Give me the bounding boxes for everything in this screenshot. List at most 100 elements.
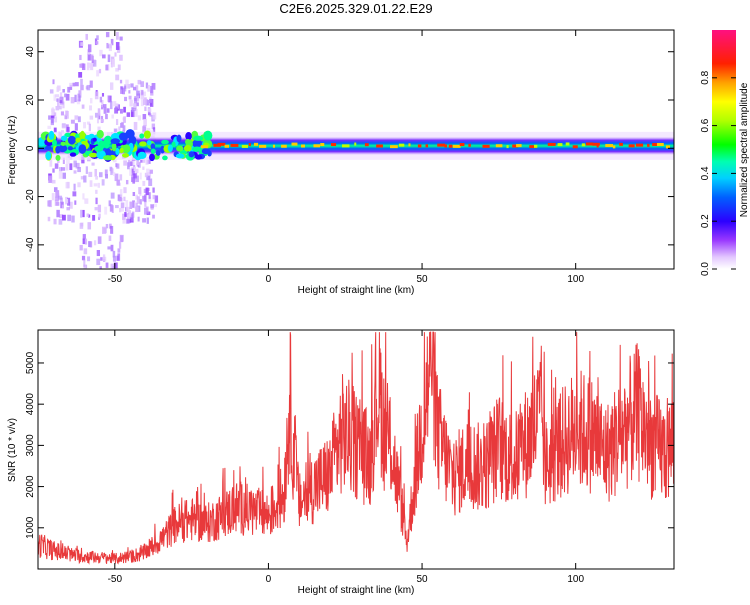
heatmap-cell — [57, 85, 61, 91]
heatmap-cell — [114, 107, 119, 114]
heatmap-cell — [192, 146, 202, 152]
heatmap-cell — [79, 222, 84, 229]
heatmap-cell — [73, 160, 77, 168]
heatmap-cell — [224, 144, 229, 148]
heatmap-cell — [104, 148, 112, 158]
colorbar-tick-label: 0.0 — [700, 262, 711, 276]
heatmap-cell — [83, 248, 88, 255]
heatmap-cell — [68, 201, 73, 209]
heatmap-cell — [58, 167, 62, 172]
heatmap-cell — [115, 103, 119, 110]
heatmap-cell — [62, 157, 65, 164]
heatmap-cell — [83, 259, 86, 267]
heatmap-cell — [125, 200, 129, 208]
heatmap-cell — [139, 133, 145, 139]
heatmap-cell — [113, 172, 116, 177]
heatmap-cell — [76, 99, 80, 105]
heatmap-cell — [119, 54, 123, 61]
heatmap-cell — [121, 153, 130, 158]
heatmap-cell — [635, 143, 644, 147]
heatmap-cell — [116, 163, 120, 169]
heatmap-cell — [129, 168, 133, 176]
heatmap-cell — [127, 214, 131, 220]
heatmap-cell — [152, 112, 157, 120]
heatmap-cell — [142, 113, 147, 120]
heatmap-cell — [572, 145, 578, 149]
heatmap-cell — [67, 197, 71, 206]
heatmap-cell — [65, 164, 69, 171]
heatmap-cell — [437, 143, 446, 147]
heatmap-cell — [136, 90, 140, 98]
x-tick-label: 100 — [567, 274, 584, 285]
heatmap-cell — [150, 204, 155, 209]
x-tick-label: -50 — [108, 274, 123, 285]
x-tick-label: 50 — [416, 274, 428, 285]
heatmap-cell — [119, 208, 122, 213]
heatmap-cell — [81, 104, 85, 109]
heatmap-cell — [49, 158, 53, 167]
heatmap-cell — [133, 172, 138, 179]
heatmap-cell — [557, 143, 563, 147]
heatmap-cell — [122, 213, 126, 220]
spectrogram-heatmap — [38, 32, 674, 269]
heatmap-cell — [116, 179, 120, 186]
heatmap-cell — [150, 143, 156, 150]
heatmap-cell — [112, 250, 116, 258]
y-tick-label: 5000 — [25, 351, 36, 374]
heatmap-cell — [153, 203, 158, 208]
colorbar-tick-label: 0.8 — [700, 70, 711, 84]
heatmap-cell — [116, 255, 119, 261]
heatmap-cell — [201, 148, 210, 155]
colorbar-tick-label: 0.4 — [700, 166, 711, 180]
heatmap-cell — [89, 97, 93, 104]
heatmap-cell — [94, 145, 104, 152]
heatmap-cell — [512, 144, 519, 148]
heatmap-cell — [56, 209, 60, 218]
heatmap-cell — [96, 70, 100, 77]
heatmap-cell — [55, 196, 59, 201]
heatmap-cell — [652, 142, 660, 146]
heatmap-cell — [59, 92, 63, 101]
heatmap-cell — [104, 142, 110, 149]
heatmap-cell — [96, 129, 104, 139]
heatmap-cell — [516, 144, 522, 148]
heatmap-cell — [119, 79, 123, 84]
heatmap-cell — [147, 84, 150, 92]
heatmap-cell — [152, 194, 156, 200]
heatmap-cell — [71, 215, 75, 223]
heatmap-cell — [59, 214, 64, 219]
heatmap-cell — [140, 89, 144, 96]
heatmap-cell — [105, 262, 109, 268]
heatmap-cell — [89, 115, 94, 120]
heatmap-cell — [61, 214, 66, 221]
heatmap-cell — [57, 98, 60, 107]
heatmap-cell — [115, 147, 120, 155]
heatmap-cell — [248, 143, 251, 147]
heatmap-cell — [108, 235, 112, 242]
heatmap-cell — [108, 43, 113, 52]
heatmap-cell — [417, 144, 422, 148]
heatmap-cell — [53, 94, 57, 101]
heatmap-cell — [84, 238, 88, 245]
heatmap-cell — [49, 89, 54, 94]
heatmap-cell — [143, 130, 151, 139]
heatmap-cell — [131, 174, 136, 183]
heatmap-cell — [145, 157, 149, 165]
heatmap-cell — [110, 244, 114, 252]
heatmap-cell — [147, 108, 152, 113]
heatmap-cell — [143, 91, 147, 97]
spectrogram-panel: -50 0 50 100 -40 -20 0 20 40 Height of straight… — [7, 29, 675, 296]
heatmap-cell — [93, 60, 97, 67]
heatmap-cell — [119, 234, 124, 242]
heatmap-cell — [65, 198, 69, 204]
heatmap-cell — [127, 162, 130, 170]
heatmap-cell — [123, 187, 127, 194]
heatmap-cell — [127, 83, 131, 89]
heatmap-cell — [77, 182, 81, 188]
heatmap-cell — [72, 82, 76, 87]
heatmap-cell — [217, 142, 226, 146]
heatmap-cell — [130, 159, 135, 167]
heatmap-cell — [87, 222, 92, 230]
heatmap-cell — [194, 154, 203, 160]
heatmap-cell — [155, 149, 161, 156]
